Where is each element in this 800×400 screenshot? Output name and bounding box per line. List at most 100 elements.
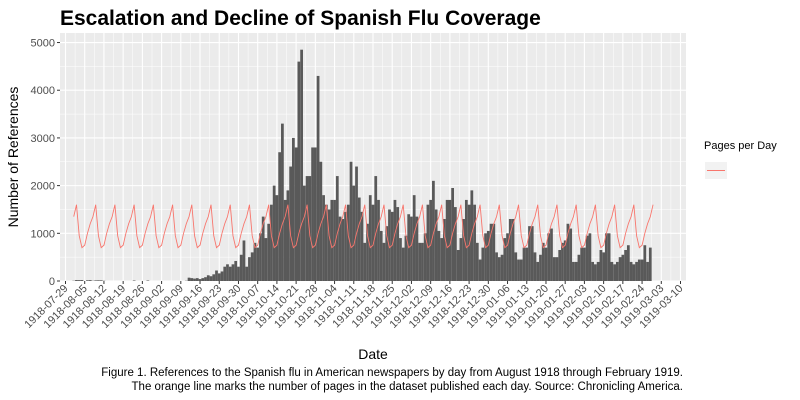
bar [605, 233, 608, 281]
chart-title: Escalation and Decline of Spanish Flu Co… [60, 7, 541, 30]
bar [585, 235, 589, 281]
bar [640, 259, 644, 281]
bar [245, 266, 249, 281]
bar [322, 195, 325, 281]
bar [558, 250, 562, 281]
bar [648, 247, 652, 281]
bar [514, 252, 518, 281]
bar [215, 270, 218, 281]
y-axis-title: Number of References [5, 87, 21, 228]
bar [550, 228, 553, 281]
bar [94, 280, 98, 281]
bar [267, 223, 271, 281]
bar [80, 280, 84, 281]
bar [410, 216, 413, 281]
bar [286, 190, 290, 281]
bar [390, 211, 394, 281]
bar [344, 211, 347, 281]
bar [297, 61, 301, 281]
bar [190, 278, 194, 281]
bar [459, 238, 463, 281]
bar [388, 209, 391, 281]
bar [294, 147, 298, 281]
bar [302, 185, 306, 281]
bar [382, 242, 386, 281]
bar [385, 226, 389, 281]
bar [629, 261, 633, 281]
bar [602, 252, 606, 281]
bar [426, 204, 430, 281]
bar [272, 185, 276, 281]
bar [231, 264, 235, 281]
bar [596, 261, 600, 281]
bar [360, 211, 364, 281]
bar [393, 199, 397, 281]
bar [470, 190, 474, 281]
bar [355, 166, 358, 281]
bar [486, 230, 490, 281]
bar [275, 195, 279, 281]
bar [379, 230, 383, 281]
bar [399, 238, 402, 281]
bar [193, 278, 196, 281]
pages-line [73, 204, 654, 249]
bar [368, 195, 372, 281]
bar [437, 230, 441, 281]
bar [646, 261, 649, 281]
bar [206, 275, 210, 281]
bar [259, 233, 262, 281]
bar [220, 271, 224, 281]
bar [563, 240, 567, 281]
bar [599, 250, 603, 281]
bar [594, 264, 597, 281]
bar [311, 147, 314, 281]
pages-per-day-line [73, 204, 654, 249]
bar [223, 266, 227, 281]
bar [396, 207, 400, 281]
bar [637, 259, 641, 281]
bar [536, 261, 540, 281]
bar [278, 152, 282, 281]
bar [283, 199, 287, 281]
bar [423, 233, 427, 281]
bar [533, 252, 537, 281]
bar [475, 242, 479, 281]
bar [401, 247, 405, 281]
bar [421, 242, 424, 281]
bar [256, 247, 260, 281]
bar [473, 204, 476, 281]
bar [335, 176, 339, 281]
bar [591, 261, 595, 281]
bar [324, 204, 328, 281]
x-axis-title: Date [358, 346, 388, 362]
caption-line-1: Figure 1. References to the Spanish flu … [101, 367, 683, 379]
bar [429, 199, 433, 281]
bar [607, 233, 611, 281]
bar [239, 254, 243, 281]
bar [237, 266, 240, 281]
bar [234, 260, 238, 281]
bar [261, 216, 265, 281]
bar [541, 242, 545, 281]
bar [333, 199, 336, 281]
bar [209, 276, 213, 281]
bar [519, 259, 523, 281]
bar [632, 264, 636, 281]
bar [300, 49, 303, 281]
bar [613, 264, 616, 281]
bar [522, 247, 526, 281]
bar [316, 75, 320, 281]
bar [624, 250, 627, 281]
bar [363, 242, 367, 281]
bar [440, 238, 444, 281]
bar [500, 254, 504, 281]
bar [88, 280, 92, 281]
bar [626, 245, 630, 281]
x-axis: 1918-07-291918-08-051918-08-121918-08-19… [22, 281, 686, 331]
bar [289, 166, 293, 281]
bar [204, 277, 207, 281]
bar [484, 233, 487, 281]
caption-line-2: The orange line marks the number of page… [132, 381, 683, 393]
bar [217, 273, 221, 281]
